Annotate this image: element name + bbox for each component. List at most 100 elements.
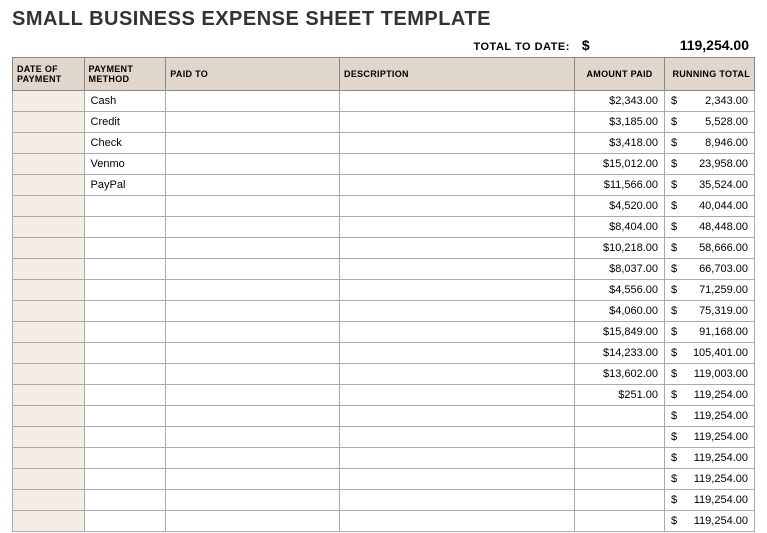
cell-date[interactable]: [13, 196, 85, 217]
cell-description[interactable]: [340, 364, 575, 385]
cell-paidto[interactable]: [166, 343, 340, 364]
cell-date[interactable]: [13, 217, 85, 238]
cell-date[interactable]: [13, 322, 85, 343]
cell-date[interactable]: [13, 448, 85, 469]
cell-method[interactable]: [84, 259, 166, 280]
cell-description[interactable]: [340, 196, 575, 217]
cell-amount[interactable]: $15,849.00: [575, 322, 665, 343]
cell-amount[interactable]: $4,520.00: [575, 196, 665, 217]
cell-date[interactable]: [13, 280, 85, 301]
cell-date[interactable]: [13, 469, 85, 490]
cell-paidto[interactable]: [166, 217, 340, 238]
cell-amount[interactable]: $10,218.00: [575, 238, 665, 259]
cell-description[interactable]: [340, 280, 575, 301]
cell-amount[interactable]: $8,037.00: [575, 259, 665, 280]
cell-amount[interactable]: $3,418.00: [575, 133, 665, 154]
cell-date[interactable]: [13, 175, 85, 196]
cell-method[interactable]: PayPal: [84, 175, 166, 196]
cell-method[interactable]: [84, 280, 166, 301]
cell-description[interactable]: [340, 112, 575, 133]
cell-description[interactable]: [340, 301, 575, 322]
cell-date[interactable]: [13, 427, 85, 448]
cell-method[interactable]: [84, 427, 166, 448]
cell-method[interactable]: Venmo: [84, 154, 166, 175]
cell-description[interactable]: [340, 427, 575, 448]
cell-method[interactable]: Cash: [84, 91, 166, 112]
cell-method[interactable]: [84, 469, 166, 490]
cell-description[interactable]: [340, 322, 575, 343]
cell-description[interactable]: [340, 490, 575, 511]
cell-description[interactable]: [340, 259, 575, 280]
cell-paidto[interactable]: [166, 490, 340, 511]
cell-amount[interactable]: $3,185.00: [575, 112, 665, 133]
cell-paidto[interactable]: [166, 91, 340, 112]
cell-paidto[interactable]: [166, 259, 340, 280]
cell-paidto[interactable]: [166, 469, 340, 490]
cell-method[interactable]: [84, 490, 166, 511]
cell-date[interactable]: [13, 385, 85, 406]
cell-method[interactable]: [84, 406, 166, 427]
cell-amount[interactable]: $13,602.00: [575, 364, 665, 385]
cell-amount[interactable]: $2,343.00: [575, 91, 665, 112]
cell-paidto[interactable]: [166, 385, 340, 406]
cell-description[interactable]: [340, 406, 575, 427]
cell-method[interactable]: [84, 196, 166, 217]
cell-paidto[interactable]: [166, 301, 340, 322]
cell-date[interactable]: [13, 112, 85, 133]
cell-date[interactable]: [13, 364, 85, 385]
cell-paidto[interactable]: [166, 406, 340, 427]
cell-description[interactable]: [340, 343, 575, 364]
cell-amount[interactable]: [575, 427, 665, 448]
cell-amount[interactable]: $15,012.00: [575, 154, 665, 175]
cell-date[interactable]: [13, 343, 85, 364]
cell-date[interactable]: [13, 301, 85, 322]
cell-paidto[interactable]: [166, 133, 340, 154]
cell-description[interactable]: [340, 91, 575, 112]
cell-method[interactable]: [84, 511, 166, 532]
cell-description[interactable]: [340, 448, 575, 469]
cell-description[interactable]: [340, 511, 575, 532]
cell-paidto[interactable]: [166, 238, 340, 259]
cell-amount[interactable]: $251.00: [575, 385, 665, 406]
cell-description[interactable]: [340, 154, 575, 175]
cell-amount[interactable]: $14,233.00: [575, 343, 665, 364]
cell-method[interactable]: [84, 364, 166, 385]
cell-paidto[interactable]: [166, 322, 340, 343]
cell-description[interactable]: [340, 175, 575, 196]
cell-amount[interactable]: $4,556.00: [575, 280, 665, 301]
cell-paidto[interactable]: [166, 196, 340, 217]
cell-date[interactable]: [13, 154, 85, 175]
cell-date[interactable]: [13, 406, 85, 427]
cell-paidto[interactable]: [166, 427, 340, 448]
cell-description[interactable]: [340, 238, 575, 259]
cell-method[interactable]: [84, 385, 166, 406]
cell-description[interactable]: [340, 469, 575, 490]
cell-amount[interactable]: [575, 469, 665, 490]
cell-amount[interactable]: [575, 490, 665, 511]
cell-method[interactable]: [84, 301, 166, 322]
cell-date[interactable]: [13, 490, 85, 511]
cell-amount[interactable]: $8,404.00: [575, 217, 665, 238]
cell-amount[interactable]: $11,566.00: [575, 175, 665, 196]
cell-paidto[interactable]: [166, 112, 340, 133]
cell-amount[interactable]: [575, 448, 665, 469]
cell-method[interactable]: [84, 238, 166, 259]
cell-amount[interactable]: [575, 406, 665, 427]
cell-date[interactable]: [13, 91, 85, 112]
cell-method[interactable]: [84, 217, 166, 238]
cell-date[interactable]: [13, 259, 85, 280]
cell-date[interactable]: [13, 133, 85, 154]
cell-method[interactable]: Credit: [84, 112, 166, 133]
cell-description[interactable]: [340, 133, 575, 154]
cell-amount[interactable]: [575, 511, 665, 532]
cell-paidto[interactable]: [166, 154, 340, 175]
cell-paidto[interactable]: [166, 175, 340, 196]
cell-method[interactable]: [84, 448, 166, 469]
cell-paidto[interactable]: [166, 364, 340, 385]
cell-paidto[interactable]: [166, 448, 340, 469]
cell-method[interactable]: Check: [84, 133, 166, 154]
cell-paidto[interactable]: [166, 280, 340, 301]
cell-date[interactable]: [13, 238, 85, 259]
cell-method[interactable]: [84, 343, 166, 364]
cell-paidto[interactable]: [166, 511, 340, 532]
